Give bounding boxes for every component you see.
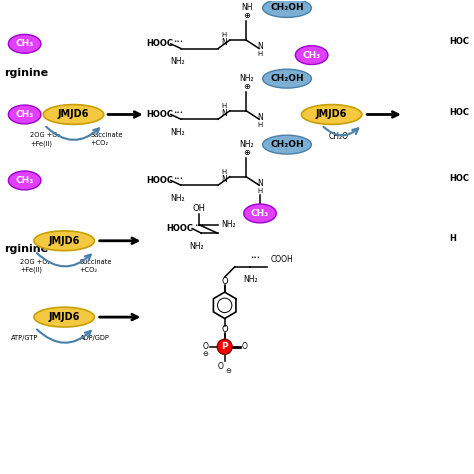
Text: CH₃: CH₃ xyxy=(16,39,34,48)
Ellipse shape xyxy=(34,231,94,251)
Ellipse shape xyxy=(9,171,41,190)
Text: N: N xyxy=(221,175,227,184)
Text: O: O xyxy=(218,362,224,371)
Text: NH₂: NH₂ xyxy=(170,128,184,137)
Text: •••: ••• xyxy=(173,110,183,115)
Text: H: H xyxy=(449,234,456,243)
Text: ATP/GTP: ATP/GTP xyxy=(11,335,38,341)
Text: Succinate: Succinate xyxy=(91,132,123,138)
Text: ⊖: ⊖ xyxy=(202,351,208,357)
Text: ⊕: ⊕ xyxy=(244,11,250,20)
Text: JMJD6: JMJD6 xyxy=(48,236,80,246)
Text: H: H xyxy=(257,188,263,194)
Text: HOC: HOC xyxy=(449,108,469,117)
Text: HOOC: HOOC xyxy=(146,110,173,119)
Text: CH₃: CH₃ xyxy=(251,209,269,218)
Text: JMJD6: JMJD6 xyxy=(316,109,347,119)
Text: NH₂: NH₂ xyxy=(243,275,257,284)
Text: ⊕: ⊕ xyxy=(244,82,250,91)
Text: P: P xyxy=(221,342,228,351)
Text: N: N xyxy=(221,109,227,118)
Text: H: H xyxy=(257,51,263,57)
Ellipse shape xyxy=(9,105,41,124)
Text: O: O xyxy=(221,277,228,286)
Text: HOOC: HOOC xyxy=(166,224,193,233)
Text: NH₂: NH₂ xyxy=(221,220,236,229)
Text: ⊕: ⊕ xyxy=(244,148,250,157)
Text: CH₂O: CH₂O xyxy=(328,132,349,141)
Text: NH₂: NH₂ xyxy=(170,57,184,66)
Ellipse shape xyxy=(301,105,362,124)
Text: 2OG +O₂: 2OG +O₂ xyxy=(20,259,50,264)
Text: 2OG +O₂: 2OG +O₂ xyxy=(30,132,61,138)
Text: CH₂OH: CH₂OH xyxy=(270,3,304,12)
Text: Succinate: Succinate xyxy=(80,259,112,264)
Text: O: O xyxy=(202,342,208,351)
Text: +Fe(II): +Fe(II) xyxy=(20,267,42,273)
Text: JMJD6: JMJD6 xyxy=(58,109,89,119)
Ellipse shape xyxy=(263,69,311,88)
Text: CH₂OH: CH₂OH xyxy=(270,74,304,83)
Ellipse shape xyxy=(263,0,311,18)
Text: +CO₂: +CO₂ xyxy=(91,140,109,146)
Text: OH: OH xyxy=(192,204,206,213)
Text: ADP/GDP: ADP/GDP xyxy=(80,335,109,341)
Text: •••: ••• xyxy=(173,176,183,181)
Text: H: H xyxy=(257,122,263,128)
Text: +CO₂: +CO₂ xyxy=(80,267,98,273)
Text: N: N xyxy=(257,113,263,122)
Text: •••: ••• xyxy=(194,223,205,228)
Text: N: N xyxy=(257,179,263,188)
Text: CH₂OH: CH₂OH xyxy=(270,140,304,149)
Ellipse shape xyxy=(244,204,276,223)
Text: COOH: COOH xyxy=(270,255,293,264)
Ellipse shape xyxy=(43,105,104,124)
Text: NH₂: NH₂ xyxy=(240,74,255,83)
Text: NH: NH xyxy=(241,3,253,12)
Text: NH₂: NH₂ xyxy=(190,242,204,251)
Text: •••: ••• xyxy=(250,255,260,260)
Text: H: H xyxy=(221,169,227,175)
Ellipse shape xyxy=(9,35,41,53)
Text: H: H xyxy=(221,32,227,38)
Text: rginine: rginine xyxy=(4,68,48,78)
Ellipse shape xyxy=(295,46,328,64)
Text: N: N xyxy=(221,38,227,47)
Text: O: O xyxy=(241,342,247,351)
Text: NH₂: NH₂ xyxy=(240,140,255,149)
Text: HOC: HOC xyxy=(449,173,469,182)
Text: HOOC: HOOC xyxy=(146,39,173,48)
Text: rginine: rginine xyxy=(4,244,48,254)
Text: CH₃: CH₃ xyxy=(16,176,34,185)
Text: HOOC: HOOC xyxy=(146,176,173,185)
Text: CH₃: CH₃ xyxy=(302,51,321,60)
Text: HOC: HOC xyxy=(449,37,469,46)
Text: JMJD6: JMJD6 xyxy=(48,312,80,322)
Text: NH₂: NH₂ xyxy=(170,194,184,203)
Text: O: O xyxy=(221,325,228,334)
Text: CH₃: CH₃ xyxy=(16,110,34,119)
Text: ⊖: ⊖ xyxy=(226,368,231,374)
Circle shape xyxy=(217,339,232,355)
Text: +Fe(II): +Fe(II) xyxy=(30,140,52,147)
Ellipse shape xyxy=(263,135,311,154)
Ellipse shape xyxy=(34,307,94,327)
Text: N: N xyxy=(257,42,263,51)
Text: H: H xyxy=(221,103,227,109)
Text: •••: ••• xyxy=(173,39,183,45)
